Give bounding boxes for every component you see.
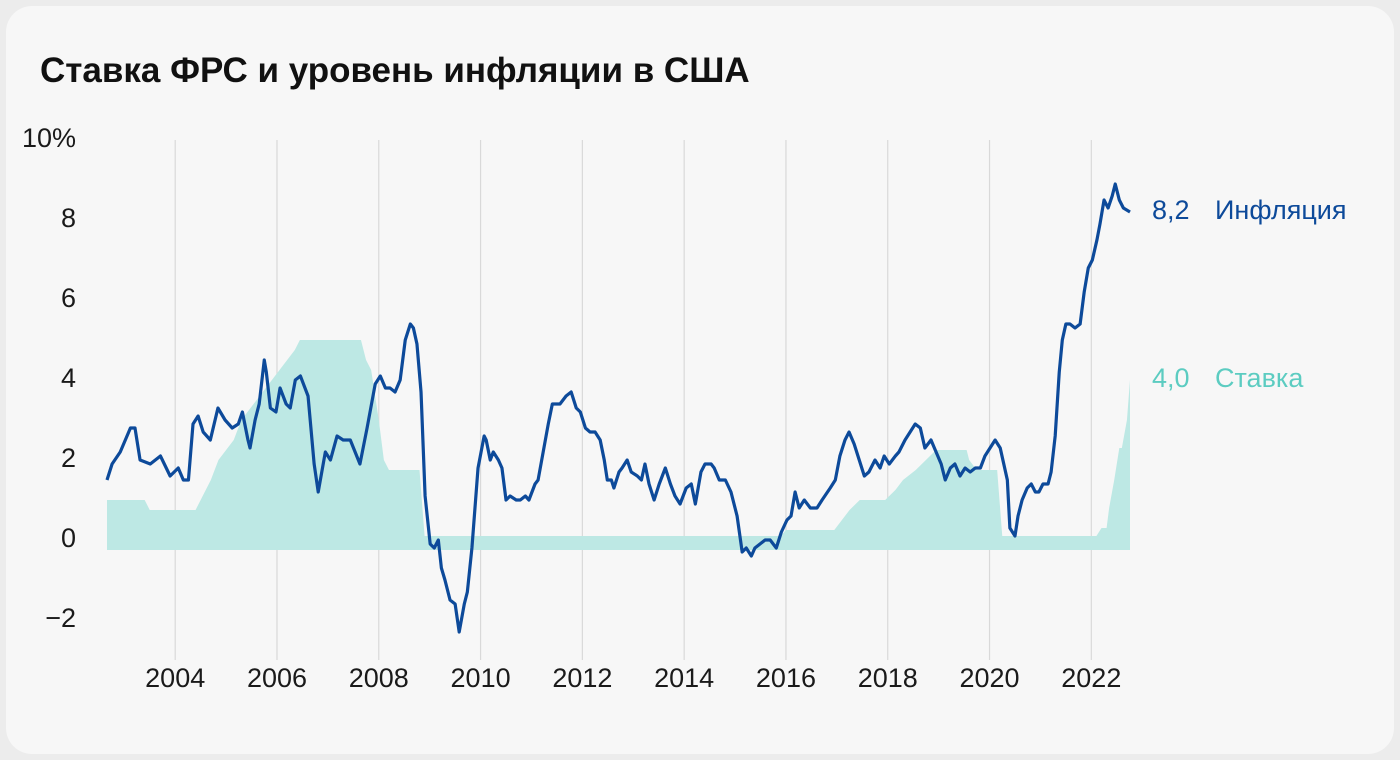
legend-label: Ставка xyxy=(1215,363,1304,393)
y-tick-label: 2 xyxy=(61,443,76,473)
x-tick-label: 2020 xyxy=(959,663,1019,693)
legend-label: Инфляция xyxy=(1215,195,1346,225)
y-tick-label: 8 xyxy=(61,203,76,233)
chart-title: Ставка ФРС и уровень инфляции в США xyxy=(40,51,750,90)
grid xyxy=(174,140,1092,660)
x-tick-label: 2018 xyxy=(858,663,918,693)
y-tick-label: 4 xyxy=(61,363,76,393)
y-tick-label: 0 xyxy=(61,523,76,553)
value-label: 8,2 xyxy=(1152,195,1190,225)
x-tick-label: 2008 xyxy=(349,663,409,693)
x-tick-label: 2016 xyxy=(756,663,816,693)
x-tick-label: 2006 xyxy=(247,663,307,693)
value-label: 4,0 xyxy=(1152,363,1190,393)
y-tick-label: 6 xyxy=(61,283,76,313)
x-tick-label: 2014 xyxy=(654,663,714,693)
x-tick-label: 2010 xyxy=(451,663,511,693)
y-tick-label: −2 xyxy=(45,603,76,633)
plot xyxy=(105,182,1131,634)
rate-area xyxy=(107,340,1130,550)
x-tick-label: 2012 xyxy=(552,663,612,693)
inflation-line xyxy=(105,182,1131,634)
card xyxy=(6,6,1394,754)
y-tick-label: 10% xyxy=(22,123,76,153)
x-tick-label: 2004 xyxy=(145,663,205,693)
labels: 10% 8 6 4 2 0 −2 2004 2006 2008 2010 2012 2014 2016 20… xyxy=(22,123,1347,693)
x-tick-label: 2022 xyxy=(1061,663,1121,693)
